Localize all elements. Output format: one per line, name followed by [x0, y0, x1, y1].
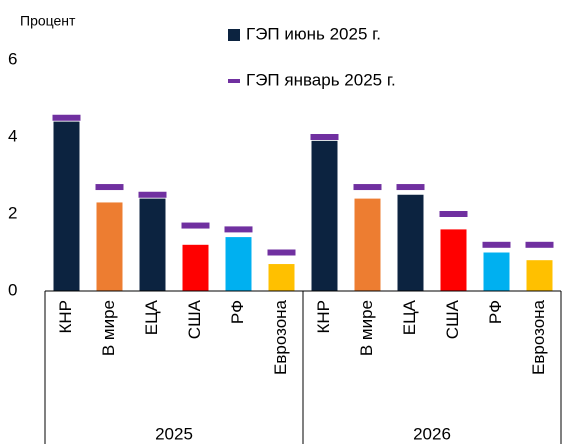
x-tick-label: КНР: [314, 300, 333, 334]
marker: [267, 249, 296, 256]
x-tick-label: В мире: [357, 300, 376, 356]
group-label: 2025: [155, 424, 193, 443]
marker: [525, 241, 554, 248]
marker: [396, 184, 425, 191]
bar: [354, 198, 381, 291]
bar: [311, 140, 338, 291]
bar: [139, 198, 166, 291]
bar: [483, 252, 510, 291]
marker: [95, 184, 124, 191]
legend-swatch: [228, 29, 240, 41]
bar: [96, 202, 123, 291]
marker: [52, 114, 81, 121]
x-tick-label: США: [185, 299, 204, 339]
x-tick-label: В мире: [99, 300, 118, 356]
y-tick-label: 4: [8, 126, 17, 145]
x-tick-label: Еврозона: [529, 299, 548, 375]
y-tick-label: 6: [8, 49, 17, 68]
bar: [397, 194, 424, 291]
y-axis-label: Процент: [20, 13, 76, 29]
bar: [225, 237, 252, 291]
bar: [182, 244, 209, 291]
bar: [268, 264, 295, 291]
x-tick-label: КНР: [56, 300, 75, 334]
marker: [181, 222, 210, 229]
x-tick-label: США: [443, 299, 462, 339]
x-tick-label: РФ: [486, 300, 505, 324]
bar: [53, 121, 80, 291]
x-tick-label: ЕЦА: [142, 299, 161, 335]
marker: [310, 134, 339, 140]
y-tick-label: 0: [8, 280, 17, 299]
x-tick-label: ЕЦА: [400, 299, 419, 335]
marker: [353, 184, 382, 191]
legend-label: ГЭП июнь 2025 г.: [246, 24, 381, 43]
bar: [526, 260, 553, 291]
marker: [224, 226, 253, 233]
marker: [439, 211, 468, 217]
x-tick-label: Еврозона: [271, 299, 290, 375]
marker: [138, 191, 167, 198]
legend-label: ГЭП январь 2025 г.: [246, 70, 396, 89]
group-label: 2026: [413, 424, 451, 443]
bar: [440, 229, 467, 291]
x-tick-label: РФ: [228, 300, 247, 324]
marker: [482, 241, 511, 248]
y-tick-label: 2: [8, 203, 17, 222]
legend-swatch: [228, 79, 240, 83]
